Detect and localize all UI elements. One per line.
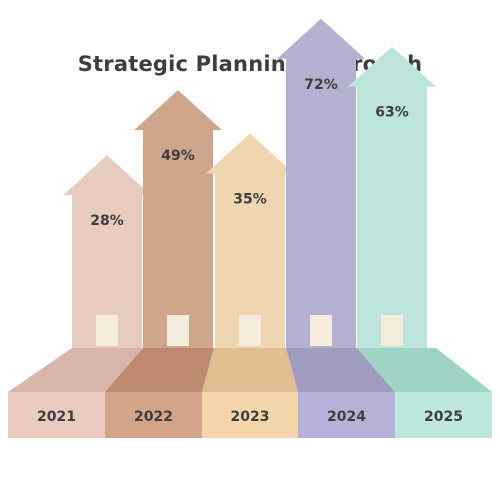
door-2022 (167, 315, 189, 346)
door-2025 (381, 315, 403, 346)
base-top-2025 (357, 348, 492, 392)
year-label-2022: 2022 (134, 409, 173, 425)
year-label-2025: 2025 (424, 409, 463, 425)
door-2023 (239, 315, 261, 346)
year-label-2021: 2021 (37, 409, 76, 425)
base-front-2022 (105, 392, 202, 438)
base-front-2023 (202, 392, 298, 438)
door-2021 (96, 315, 118, 346)
house-arrow-2022 (134, 90, 222, 348)
value-label-2025: 63% (375, 105, 409, 121)
house-arrow-2024 (277, 18, 365, 349)
base-front-2024 (298, 392, 395, 438)
year-label-2024: 2024 (327, 409, 366, 425)
year-label-2023: 2023 (231, 409, 270, 425)
base-top-2024 (286, 348, 395, 392)
value-label-2023: 35% (233, 192, 267, 208)
base-top-2021 (8, 348, 143, 392)
base-top-2022 (105, 348, 214, 392)
value-label-2022: 49% (161, 148, 195, 164)
value-label-2024: 72% (304, 77, 338, 93)
door-2024 (310, 315, 332, 346)
base-top-2023 (202, 348, 298, 392)
house-arrow-2023 (206, 133, 294, 348)
value-label-2021: 28% (90, 213, 124, 229)
base-front-2025 (395, 392, 492, 438)
base-front-2021 (8, 392, 105, 438)
house-arrow-2021 (63, 155, 151, 348)
house-arrow-2025 (348, 46, 436, 348)
